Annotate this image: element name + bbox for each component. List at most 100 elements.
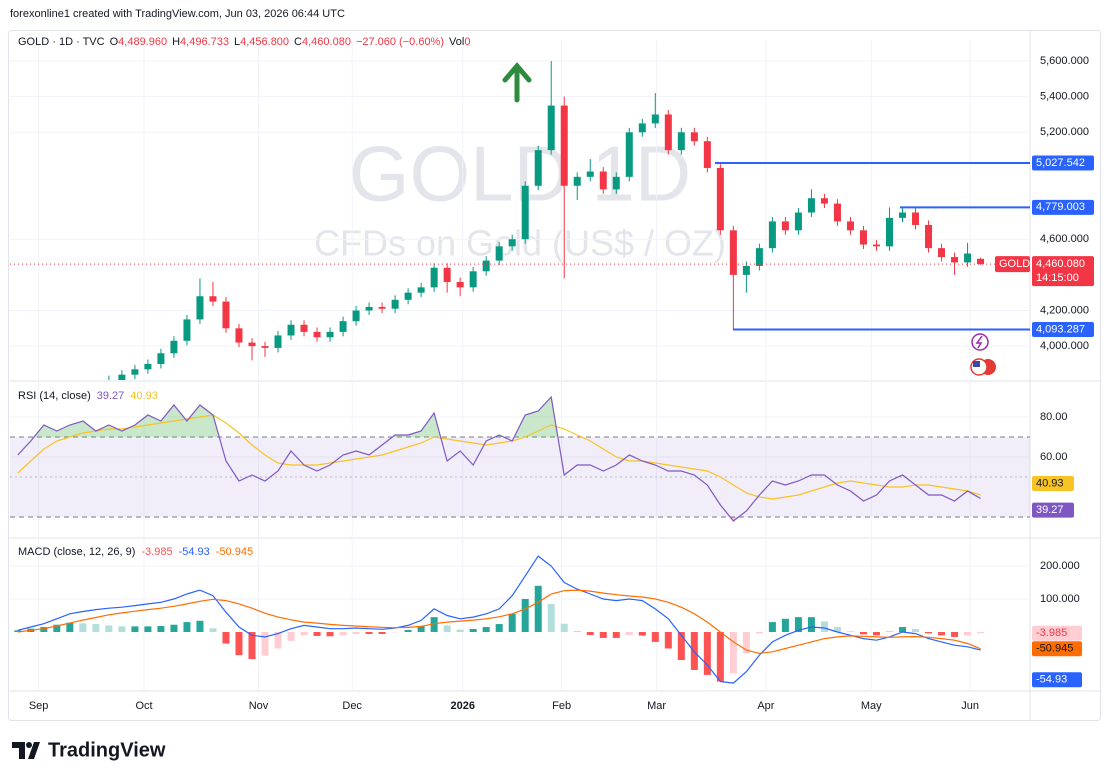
- y-tick-label: 200.000: [1040, 560, 1080, 572]
- candle-body: [833, 203, 841, 222]
- y-tick-label: 5,600.000: [1040, 55, 1089, 67]
- plot-layer: Sep Oct Nov Dec 2026 Feb Mar Apr May Jun 5,600.000…: [10, 36, 1094, 712]
- rsi-legend-value: 39.27: [97, 390, 125, 402]
- macd-histogram-bar: [131, 626, 139, 632]
- macd-histogram-bar: [339, 631, 347, 636]
- legend-value: 4,456.800: [240, 36, 289, 48]
- y-tick-label: 5,200.000: [1040, 126, 1089, 138]
- macd-histogram-bar: [404, 630, 412, 632]
- macd-histogram-bar: [703, 631, 711, 675]
- last-price-box: [1032, 256, 1094, 287]
- candle-body: [938, 248, 946, 258]
- candle-body: [638, 123, 646, 133]
- flag-icon-canton: [973, 361, 980, 367]
- macd-hist-last: -3.985: [1036, 627, 1067, 639]
- level-label: 4,093.287: [1036, 323, 1085, 335]
- macd-histogram-bar: [79, 623, 87, 632]
- candle-body: [391, 299, 399, 309]
- candle-body: [209, 296, 217, 302]
- macd-histogram-bar: [170, 624, 178, 632]
- candle-body: [170, 340, 178, 354]
- macd-histogram-bar: [586, 631, 594, 635]
- macd-histogram-bar: [209, 628, 217, 632]
- candle-body: [651, 114, 659, 124]
- macd-histogram-bar: [768, 622, 776, 632]
- macd-histogram-bar: [469, 629, 477, 632]
- x-tick-label: Mar: [647, 700, 666, 712]
- macd-histogram-bar: [326, 631, 334, 637]
- candle-body: [912, 212, 920, 225]
- macd-histogram-bar: [625, 631, 633, 635]
- candle-body: [417, 287, 425, 293]
- rsi-plot: [10, 395, 1030, 522]
- candle-body: [573, 176, 581, 186]
- level-label: 4,779.003: [1036, 201, 1085, 213]
- macd-histogram-bar: [443, 625, 451, 632]
- macd-histogram-bar: [235, 631, 243, 656]
- legend-value: 4,489.960: [118, 36, 167, 48]
- macd-histogram-bar: [313, 631, 321, 636]
- candle-body: [183, 319, 191, 341]
- macd-histogram-bar: [872, 631, 880, 636]
- candle-body: [690, 132, 698, 142]
- candle-body: [456, 281, 464, 288]
- candle-body: [118, 374, 126, 380]
- x-tick-label: May: [861, 700, 882, 712]
- macd-histogram-bar: [157, 626, 165, 632]
- header: forexonline1 created with TradingView.co…: [10, 8, 345, 20]
- candle-body: [274, 335, 282, 348]
- macd-title: MACD (close, 12, 26, 9): [18, 546, 135, 558]
- candle-body: [716, 167, 724, 231]
- candle-body: [729, 230, 737, 275]
- legend-key: L: [234, 36, 240, 48]
- rsi-last: 39.27: [1036, 504, 1064, 516]
- candle-body: [872, 244, 880, 247]
- candle-body: [586, 171, 594, 177]
- macd-histogram-bar: [14, 630, 22, 632]
- macd-line: [17, 589, 981, 655]
- level-label: 5,027.542: [1036, 157, 1085, 169]
- macd-histogram-bar: [66, 622, 74, 632]
- candle-body: [313, 331, 321, 338]
- macd-histogram-bar: [365, 631, 373, 634]
- macd-histogram-bar: [352, 631, 360, 634]
- macd-histogram-bar: [664, 631, 672, 649]
- macd-histogram-bar: [183, 622, 191, 632]
- macd-histogram-bar: [899, 627, 906, 632]
- symbol-tag: GOLD: [999, 258, 1030, 270]
- legend-key: H: [172, 36, 180, 48]
- macd-histogram-bar: [599, 631, 607, 638]
- candle-body: [196, 296, 204, 320]
- candle-body: [248, 342, 256, 347]
- macd-histogram-bar: [925, 631, 933, 634]
- macd-histogram-bar: [638, 631, 646, 636]
- macd-histogram-bar: [196, 620, 204, 632]
- macd-histogram-bar: [938, 631, 946, 636]
- legend-value: 4,460.080: [302, 36, 351, 48]
- x-tick-label: 2026: [451, 700, 475, 712]
- macd-histogram-bar: [430, 617, 438, 632]
- macd-histogram-bar: [560, 623, 568, 632]
- macd-histogram-bar: [105, 625, 113, 632]
- macd-histogram-bar: [40, 627, 48, 632]
- macd-histogram-bar: [729, 631, 737, 674]
- legend: GOLD · 1D · TVC O4,489.960 H4,496.733 L4,45…: [18, 36, 470, 48]
- logo: TradingView: [12, 739, 166, 761]
- legend-key: C: [294, 36, 302, 48]
- y-tick-label: 80.00: [1040, 411, 1068, 423]
- macd-histogram-bar: [794, 617, 802, 632]
- candle-body: [547, 105, 555, 151]
- rsi-last-box: [1032, 502, 1074, 518]
- macd-histogram-bar: [118, 626, 126, 632]
- candle-body: [899, 212, 906, 218]
- candle-body: [885, 217, 893, 247]
- rsi-legend-value: 40.93: [130, 390, 158, 402]
- macd-histogram-bar: [222, 631, 230, 644]
- macd-histogram-bar: [378, 631, 386, 634]
- countdown: 14:15:00: [1036, 272, 1079, 284]
- macd-legend-value: -50.945: [216, 546, 253, 558]
- candle-body: [469, 271, 477, 288]
- candle-body: [612, 176, 620, 190]
- chart-frame: [8, 30, 1101, 721]
